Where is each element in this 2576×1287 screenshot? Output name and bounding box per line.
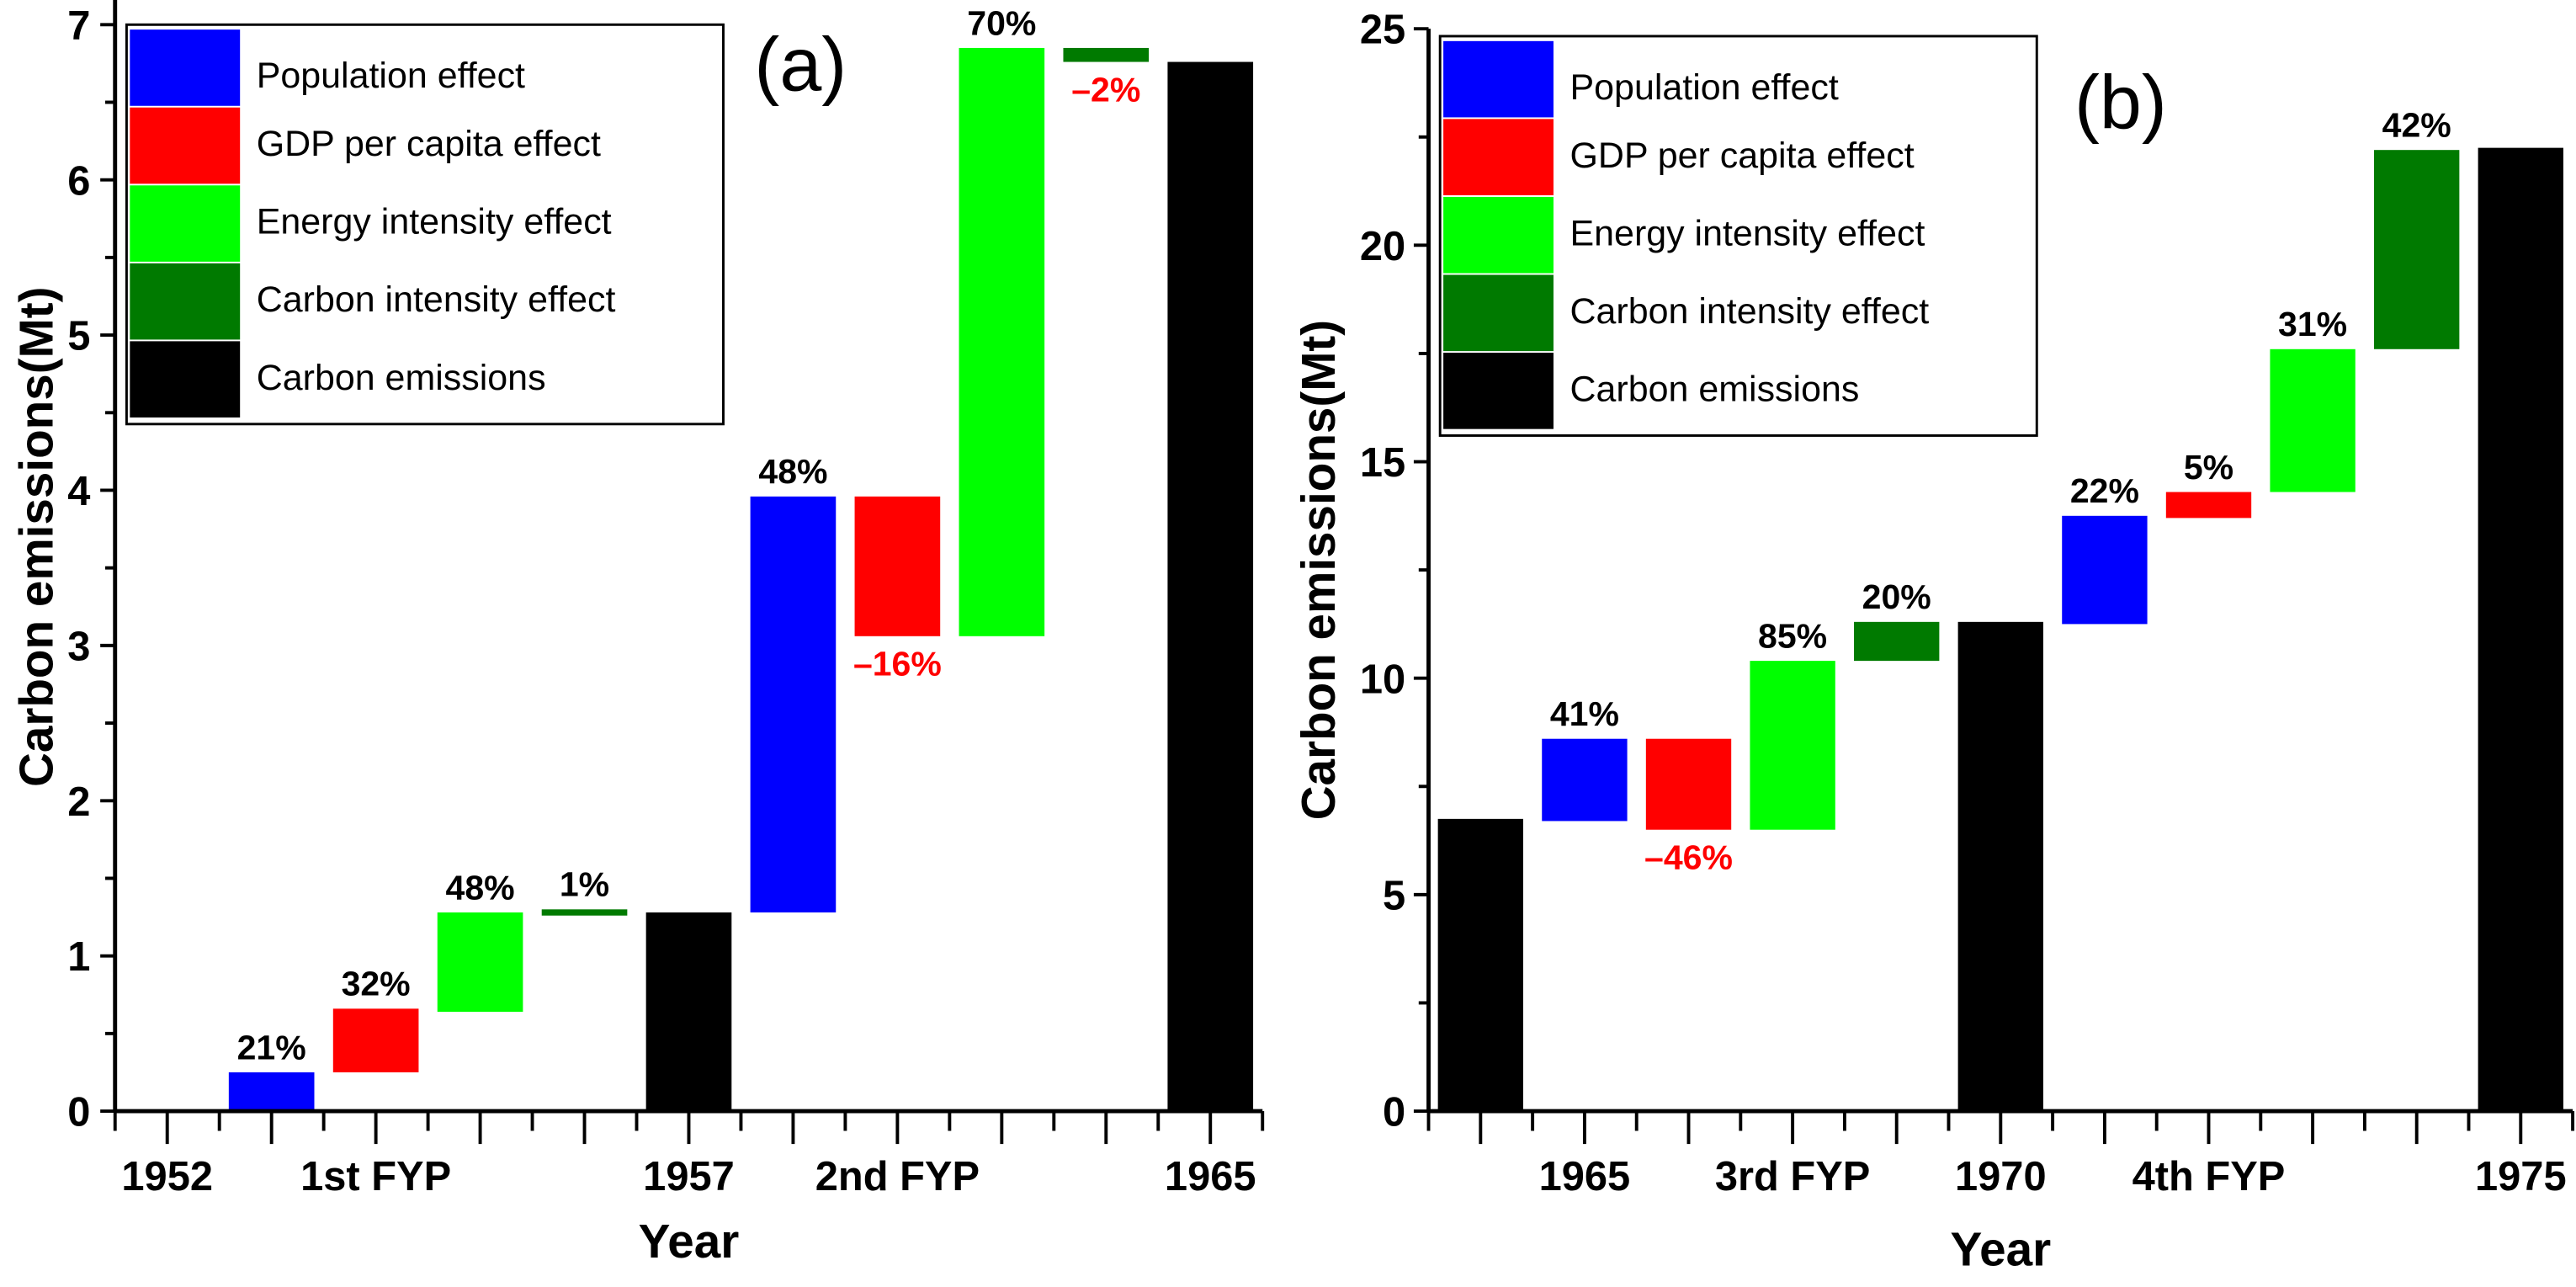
data-label: 70%	[967, 3, 1036, 42]
x-tick-label: 1st FYP	[300, 1154, 451, 1199]
y-tick-label: 4	[67, 469, 90, 514]
y-axis-title: Carbon emissions(Mt)	[1293, 320, 1346, 821]
x-tick-label: 1975	[2475, 1154, 2567, 1199]
bar-energy	[2270, 348, 2356, 492]
legend-swatch-population	[1443, 40, 1554, 118]
bar-population	[1542, 738, 1628, 822]
data-label: 20%	[1862, 577, 1931, 616]
panel-label: (b)	[2074, 61, 2167, 145]
y-tick-label: 1	[67, 934, 90, 980]
y-tick-label: 2	[67, 779, 90, 825]
data-label: 31%	[2278, 305, 2347, 343]
x-tick-label: 2nd FYP	[815, 1154, 980, 1199]
legend: Population effect GDP per capita effect En…	[1438, 35, 2038, 437]
legend-swatch-population	[130, 29, 241, 106]
bar-energy	[959, 47, 1045, 636]
bar-population	[750, 496, 837, 913]
bar-emissions	[2478, 147, 2563, 1112]
bar-gdp	[332, 1008, 419, 1072]
x-axis-title: Year	[639, 1215, 740, 1268]
y-tick-label: 6	[67, 158, 90, 204]
legend-label: Carbon intensity effect	[257, 279, 616, 320]
y-tick-label: 3	[67, 624, 90, 669]
data-label: 48%	[758, 452, 827, 491]
x-tick-label: 1957	[643, 1154, 735, 1199]
bar-population	[228, 1072, 315, 1112]
legend-label: Energy intensity effect	[257, 202, 612, 242]
x-tick-label: 1952	[121, 1154, 213, 1199]
data-label: 22%	[2070, 471, 2139, 510]
legend-label: Carbon emissions	[1570, 369, 1860, 409]
bar-gdp	[854, 496, 941, 636]
panel-label: (a)	[754, 23, 847, 107]
y-axis-title: Carbon emissions(Mt)	[11, 287, 64, 788]
legend-label: GDP per capita effect	[1570, 136, 1915, 176]
x-tick-label: 1965	[1165, 1154, 1256, 1199]
bar-carbon_intensity	[1854, 621, 1940, 662]
data-label: –46%	[1644, 838, 1733, 877]
bar-emissions	[1437, 818, 1523, 1112]
bar-emissions	[1167, 61, 1254, 1112]
y-tick-label: 10	[1360, 657, 1405, 702]
legend-swatch-emissions	[130, 341, 241, 417]
y-tick-label: 25	[1360, 8, 1405, 53]
y-tick-label: 7	[67, 3, 90, 49]
y-tick-label: 0	[1383, 1090, 1405, 1135]
data-label: 85%	[1758, 617, 1827, 656]
chart-panel-b: 41% –46% 85% 20% 22% 5% 31% 42% 0 5 10 15 20 25 1965 3r…	[1293, 8, 2575, 1277]
x-axis-title: Year	[1950, 1224, 2051, 1277]
data-label: –16%	[853, 645, 942, 683]
data-label: 41%	[1550, 694, 1619, 733]
bar-carbon_intensity	[2374, 150, 2460, 349]
x-tick-label: 3rd FYP	[1715, 1154, 1870, 1199]
x-tick-label: 1965	[1539, 1154, 1631, 1199]
x-tick-label: 1970	[1955, 1154, 2047, 1199]
data-label: 42%	[2382, 106, 2451, 145]
data-label: 5%	[2184, 448, 2233, 487]
data-label: 21%	[237, 1028, 306, 1066]
bar-emissions	[645, 912, 732, 1112]
bar-carbon_intensity	[1063, 47, 1150, 62]
legend-swatch-gdp	[130, 107, 241, 184]
y-tick-label: 15	[1360, 440, 1405, 486]
y-tick-label: 20	[1360, 224, 1405, 269]
legend-label: GDP per capita effect	[257, 124, 601, 164]
data-label: 48%	[446, 868, 515, 907]
data-label: –2%	[1071, 70, 1140, 109]
x-tick-label: 4th FYP	[2133, 1154, 2286, 1199]
legend-swatch-carbon_intensity	[1443, 274, 1554, 352]
legend-label: Carbon emissions	[257, 358, 546, 398]
y-tick-label: 5	[1383, 873, 1405, 918]
bar-emissions	[1957, 621, 2043, 1112]
bar-energy	[437, 912, 523, 1013]
legend-label: Population effect	[1570, 67, 1839, 108]
data-label: 1%	[560, 865, 609, 904]
bar-carbon_intensity	[541, 909, 628, 916]
legend-label: Energy intensity effect	[1570, 213, 1925, 253]
legend-label: Population effect	[257, 56, 525, 96]
legend-swatch-emissions	[1443, 353, 1554, 429]
chart-panel-a: 21% 32% 48% 1% 48% –16% 70% –2% 0 1 2 3 4 5 6 7 1952 1st …	[11, 0, 1265, 1268]
bar-population	[2062, 515, 2148, 625]
bar-gdp	[1645, 738, 1732, 830]
legend-swatch-energy	[1443, 196, 1554, 274]
y-tick-label: 0	[67, 1090, 90, 1135]
data-label: 32%	[342, 965, 411, 1003]
legend-swatch-carbon_intensity	[130, 263, 241, 340]
legend-swatch-energy	[130, 185, 241, 262]
bar-gdp	[2165, 492, 2252, 519]
y-tick-label: 5	[67, 314, 90, 359]
legend-swatch-gdp	[1443, 119, 1554, 195]
legend-label: Carbon intensity effect	[1570, 291, 1930, 332]
legend: Population effect GDP per capita effect En…	[125, 23, 725, 426]
bar-energy	[1750, 661, 1835, 830]
